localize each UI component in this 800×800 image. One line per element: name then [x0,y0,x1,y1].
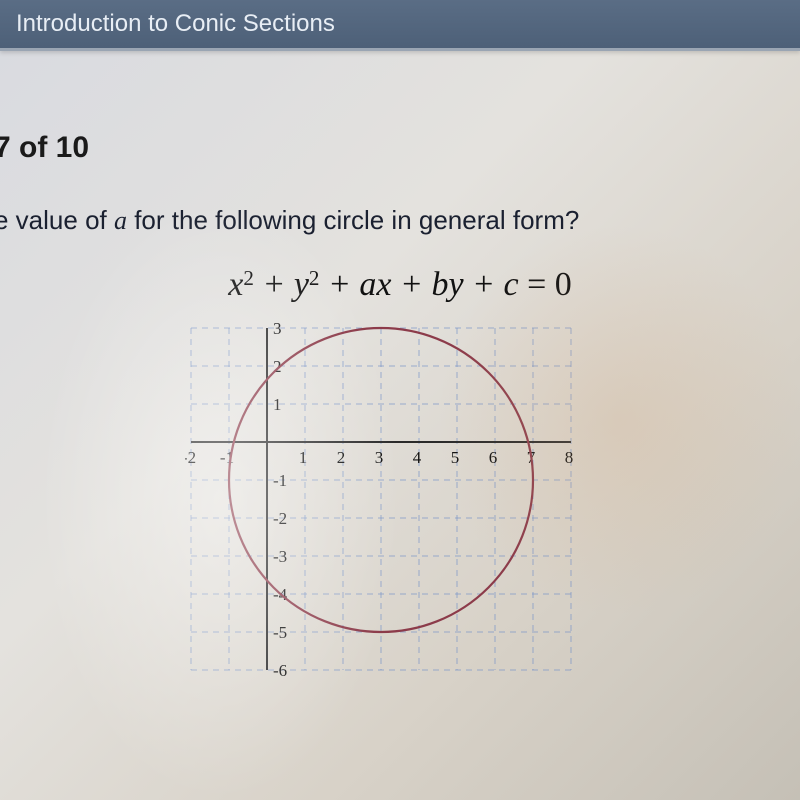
svg-text:2: 2 [337,448,346,467]
course-header: Introduction to Conic Sections [0,0,800,51]
question-area: 7 of 10 e value of a for the following c… [0,51,800,676]
svg-text:-5: -5 [273,623,287,642]
svg-text:1: 1 [273,395,282,414]
course-title: Introduction to Conic Sections [16,10,335,37]
svg-text:3: 3 [375,448,384,467]
svg-text:-1: -1 [273,471,287,490]
question-text: e value of a for the following circle in… [0,205,800,236]
grid-svg: -2-112345678321-1-2-3-4-5-6 [185,322,577,676]
svg-text:-6: -6 [273,661,287,676]
svg-text:-3: -3 [273,547,287,566]
question-variable: a [114,206,127,235]
coordinate-chart: -2-112345678321-1-2-3-4-5-6 [185,322,615,676]
equation: x2 + y2 + ax + by + c = 0 [0,266,800,304]
svg-text:3: 3 [273,322,282,338]
svg-text:-2: -2 [185,448,196,467]
svg-text:4: 4 [413,448,422,467]
svg-text:8: 8 [565,448,574,467]
svg-text:6: 6 [489,448,498,467]
question-prefix: e value of [0,205,114,235]
progress-indicator: 7 of 10 [0,131,800,165]
svg-text:-2: -2 [273,509,287,528]
svg-text:1: 1 [299,448,308,467]
question-suffix: for the following circle in general form… [127,205,579,235]
svg-text:5: 5 [451,448,460,467]
